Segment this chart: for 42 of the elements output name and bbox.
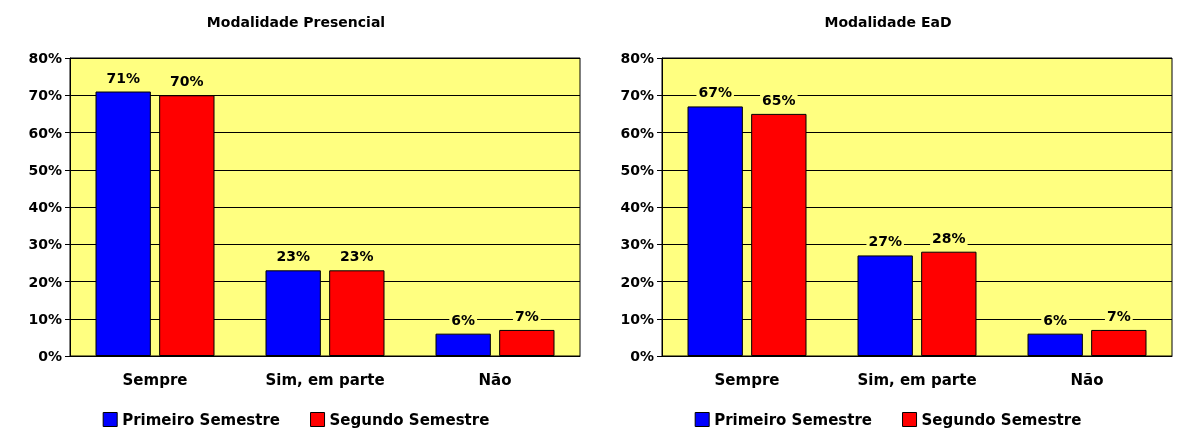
data-label: 7% [514, 307, 539, 324]
data-label: 70% [170, 73, 204, 90]
y-tick-label: 0% [630, 348, 654, 364]
y-tick-label: 10% [28, 310, 62, 327]
legend-label: Segundo Semestre [921, 410, 1082, 429]
y-tick-label: 20% [620, 273, 654, 290]
data-label: 23% [340, 248, 374, 265]
y-tick-label: 50% [28, 161, 62, 178]
x-tick-label: Sim, em parte [265, 370, 385, 389]
chart-title: Modalidade Presencial [206, 14, 386, 30]
y-tick-label: 60% [28, 124, 62, 141]
y-tick-label: 50% [620, 161, 654, 178]
y-tick-label: 30% [28, 236, 62, 253]
x-tick-label: Sim, em parte [857, 370, 977, 389]
legend-label: Segundo Semestre [329, 410, 490, 429]
y-tick-label: 70% [620, 87, 654, 104]
data-label: 71% [106, 69, 140, 86]
data-label: 7% [1106, 307, 1131, 324]
data-label: 6% [451, 311, 476, 328]
x-tick-label: Não [1070, 370, 1104, 389]
x-tick-label: Não [478, 370, 512, 389]
y-tick-label: 70% [28, 87, 62, 104]
data-label: 65% [762, 91, 796, 108]
data-label: 23% [276, 248, 310, 265]
y-tick-label: 10% [620, 310, 654, 327]
y-tick-label: 20% [28, 273, 62, 290]
legend-label: Primeiro Semestre [122, 410, 281, 429]
y-tick-label: 40% [620, 199, 654, 215]
chart-title: Modalidade EaD [824, 14, 952, 30]
y-tick-label: 80% [28, 50, 62, 66]
data-label: 67% [698, 84, 732, 101]
data-label: 27% [868, 233, 902, 250]
y-tick-label: 0% [38, 348, 62, 364]
y-tick-label: 80% [620, 50, 654, 66]
data-label: 6% [1043, 311, 1068, 328]
x-tick-label: Sempre [122, 370, 188, 389]
y-tick-label: 40% [28, 199, 62, 215]
x-tick-label: Sempre [714, 370, 780, 389]
y-tick-label: 30% [620, 236, 654, 253]
legend-label: Primeiro Semestre [714, 410, 873, 429]
y-tick-label: 60% [620, 124, 654, 141]
data-label: 28% [932, 229, 966, 246]
